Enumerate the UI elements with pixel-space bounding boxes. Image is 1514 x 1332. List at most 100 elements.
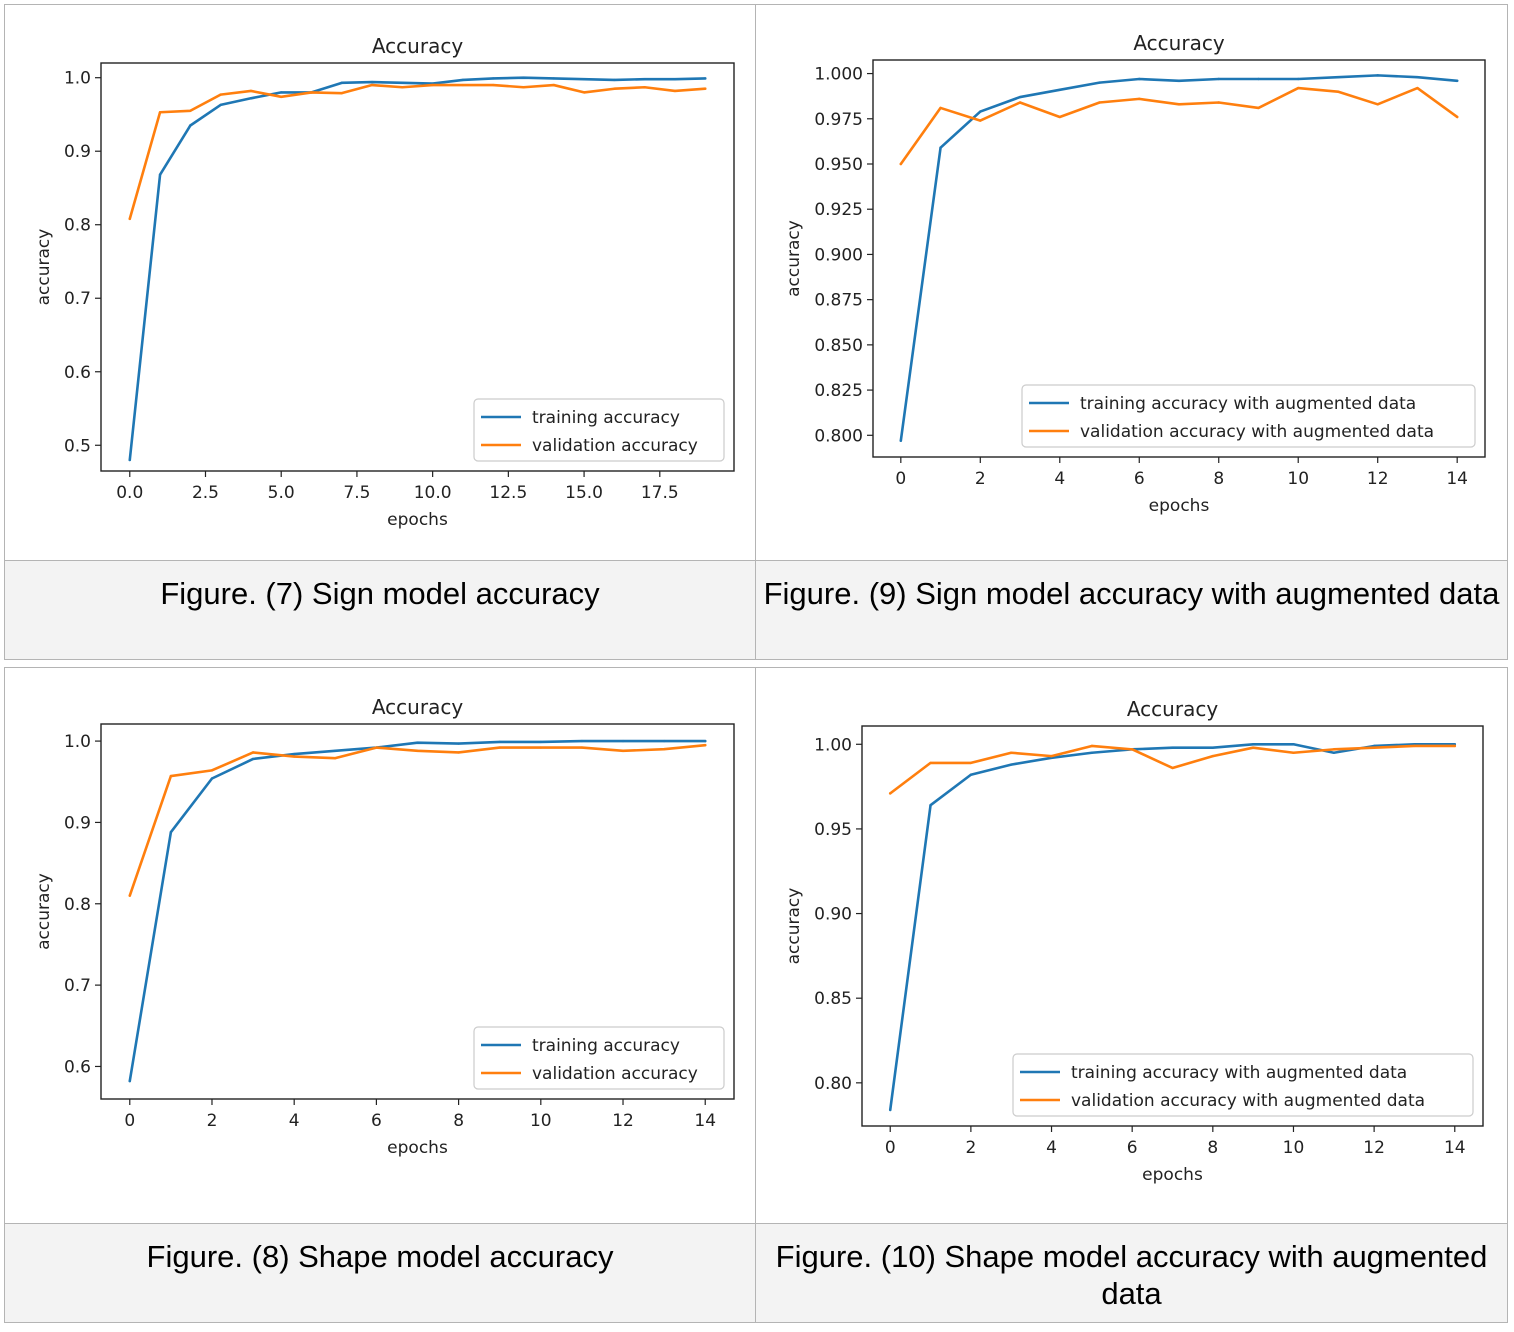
legend-label-validation: validation accuracy — [532, 436, 698, 456]
training-accuracy-point — [1211, 746, 1215, 749]
training-accuracy-point — [889, 1108, 892, 1112]
x-tick-label: 15.0 — [565, 483, 603, 503]
training-accuracy-point — [929, 804, 932, 807]
validation-accuracy-point — [461, 83, 465, 87]
training-accuracy-point — [461, 78, 465, 82]
x-tick-label: 14 — [694, 1111, 716, 1131]
plot-frame — [861, 725, 1484, 1127]
validation-accuracy-point — [1297, 86, 1300, 90]
plot-frame — [100, 62, 735, 472]
training-accuracy-point — [169, 830, 173, 834]
y-tick-label: 0.95 — [814, 820, 852, 840]
validation-accuracy-point — [1098, 101, 1101, 104]
legend-label-training: training accuracy with augmented data — [1071, 1063, 1407, 1083]
training-accuracy-point — [492, 77, 495, 80]
validation-accuracy-point — [189, 109, 192, 112]
x-tick-label: 0 — [895, 469, 906, 489]
y-tick-label: 0.825 — [814, 381, 863, 401]
chart-title: Accuracy — [372, 695, 463, 719]
training-accuracy-point — [401, 81, 404, 85]
validation-accuracy-line — [128, 83, 707, 221]
validation-accuracy-point — [1292, 751, 1295, 754]
validation-accuracy-point — [169, 774, 173, 778]
training-accuracy-point — [416, 741, 419, 744]
validation-accuracy-point — [1376, 103, 1379, 106]
y-tick-label: 1.0 — [64, 732, 91, 752]
validation-accuracy-point — [292, 755, 296, 758]
x-tick-label: 6 — [371, 1111, 382, 1131]
x-axis-label: epochs — [1149, 496, 1210, 516]
y-tick-label: 0.8 — [64, 895, 91, 915]
validation-accuracy-point — [1332, 748, 1335, 751]
validation-accuracy-line — [128, 743, 707, 897]
x-tick-label: 10.0 — [414, 483, 452, 503]
training-accuracy-point — [498, 740, 501, 744]
validation-accuracy-point — [899, 162, 903, 166]
training-accuracy-point — [1018, 95, 1022, 99]
y-tick-label: 0.80 — [814, 1074, 852, 1094]
training-accuracy-point — [613, 78, 616, 82]
training-accuracy-point — [969, 773, 973, 776]
legend-box — [473, 398, 725, 462]
chart-title: Accuracy — [1127, 697, 1218, 721]
training-accuracy-point — [1138, 77, 1141, 81]
caption-row: Figure. (8) Shape model accuracy Figure.… — [0, 1223, 1514, 1323]
validation-accuracy-point — [128, 894, 131, 897]
validation-accuracy-point — [929, 761, 932, 765]
validation-accuracy-point — [1413, 744, 1416, 748]
y-tick-label: 1.00 — [814, 735, 852, 755]
validation-accuracy-point — [582, 91, 586, 94]
validation-accuracy-point — [1090, 744, 1094, 748]
validation-accuracy-point — [431, 83, 434, 87]
training-accuracy-point — [939, 146, 942, 149]
validation-accuracy-point — [1372, 746, 1376, 749]
training-accuracy-point — [1177, 79, 1181, 82]
x-tick-label: 14 — [1444, 1138, 1466, 1158]
training-accuracy-point — [1090, 751, 1094, 754]
y-tick-label: 0.9 — [64, 813, 91, 833]
training-accuracy-point — [210, 777, 214, 780]
legend-label-training: training accuracy with augmented data — [1080, 394, 1416, 414]
y-axis-label: accuracy — [34, 229, 54, 306]
validation-accuracy-point — [552, 83, 555, 87]
validation-accuracy-point — [1336, 90, 1340, 93]
training-accuracy-point — [704, 77, 707, 80]
chart-cell-shape-accuracy-augmented: Accuracy 0 2 4 6 8 10 12 14 0.80 0.85 0.90 0.95 1.00 e… — [755, 667, 1508, 1224]
x-tick-label: 8 — [1213, 469, 1224, 489]
training-accuracy-point — [457, 742, 460, 745]
validation-accuracy-point — [1130, 748, 1134, 751]
shape-accuracy-augmented-chart: Accuracy 0 2 4 6 8 10 12 14 0.80 0.85 0.90 0.95 1.00 e… — [784, 697, 1484, 1185]
x-tick-label: 5.0 — [268, 483, 295, 503]
chart-row: Accuracy 0 2 4 6 8 10 12 14 0.6 0.7 0.8 0.9 1.0 epochs… — [0, 667, 1514, 1224]
plot-frame — [100, 723, 735, 1100]
validation-accuracy-point — [1257, 106, 1260, 110]
x-tick-label: 17.5 — [641, 483, 679, 503]
training-accuracy-point — [370, 80, 374, 84]
x-tick-label: 2 — [207, 1111, 218, 1131]
validation-accuracy-point — [580, 746, 584, 749]
x-tick-label: 8 — [453, 1111, 464, 1131]
y-tick-label: 0.925 — [814, 200, 863, 220]
x-tick-label: 6 — [1127, 1138, 1138, 1158]
figure-table-top: Accuracy 0.0 2.5 5.0 7.5 10.0 12.5 15.0 17.5 0.5 0… — [0, 4, 1514, 660]
training-accuracy-point — [1455, 79, 1459, 82]
x-tick-label: 4 — [1054, 469, 1065, 489]
y-axis-label: accuracy — [34, 873, 54, 950]
validation-accuracy-point — [1138, 97, 1141, 101]
plot-frame — [872, 59, 1486, 458]
validation-accuracy-point — [375, 746, 378, 749]
validation-accuracy-point — [492, 83, 495, 87]
y-tick-label: 0.7 — [64, 976, 91, 996]
validation-accuracy-point — [1171, 766, 1174, 770]
training-accuracy-point — [704, 739, 707, 743]
x-axis-label: epochs — [387, 1138, 448, 1158]
validation-accuracy-point — [219, 93, 222, 96]
validation-accuracy-point — [643, 86, 646, 89]
validation-accuracy-point — [1018, 101, 1022, 104]
x-tick-label: 10 — [530, 1111, 552, 1131]
x-tick-label: 10 — [1287, 469, 1309, 489]
validation-accuracy-point — [673, 89, 677, 93]
validation-accuracy-point — [704, 87, 707, 90]
shape-accuracy-chart: Accuracy 0 2 4 6 8 10 12 14 0.6 0.7 0.8 0.9 1.0 epochs… — [34, 695, 735, 1158]
x-tick-label: 14 — [1446, 469, 1468, 489]
